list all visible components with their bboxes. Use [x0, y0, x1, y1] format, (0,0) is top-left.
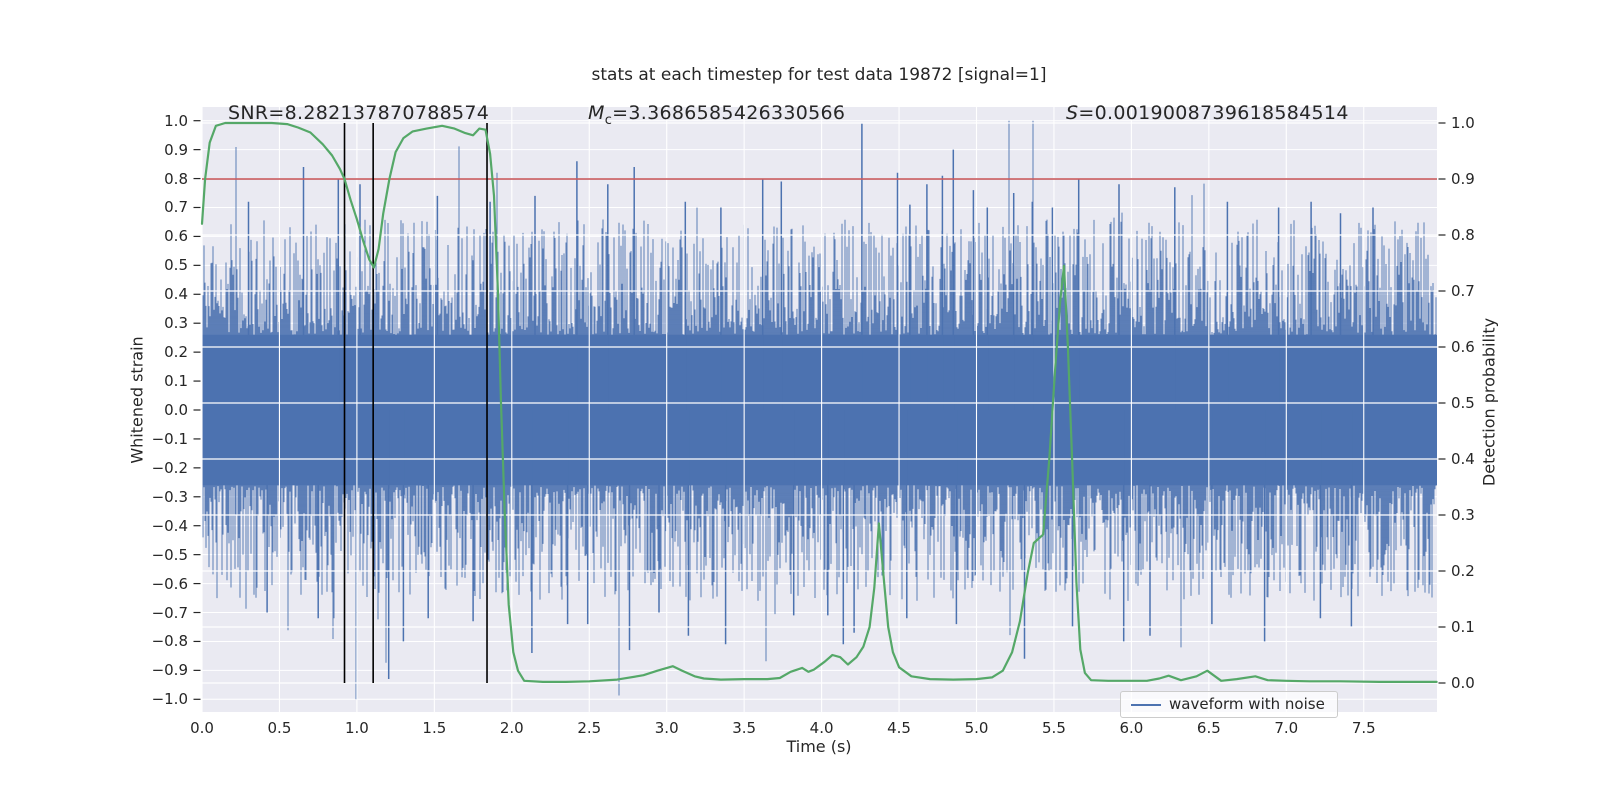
y-tick-label-left: 0.8: [164, 169, 188, 188]
y-tick-label-left: 0.2: [164, 343, 188, 362]
y-tick-label-right: 0.8: [1451, 226, 1475, 244]
x-tick-label: 5.5: [1042, 719, 1066, 737]
x-tick-label: 0.0: [190, 719, 214, 737]
y-tick-label-right: 0.0: [1451, 674, 1475, 692]
x-tick-label: 2.5: [577, 719, 602, 737]
x-tick-label: 7.0: [1274, 719, 1299, 737]
y-tick-label-right: 0.9: [1451, 170, 1475, 188]
x-tick-label: 5.0: [964, 719, 989, 737]
x-tick-label: 0.5: [267, 719, 292, 737]
y-tick-label-right: 0.5: [1451, 394, 1475, 412]
y-axis-label-right: Detection probability: [1479, 317, 1499, 487]
chart-title: stats at each timestep for test data 198…: [591, 65, 1047, 85]
legend-label: waveform with noise: [1169, 694, 1325, 713]
chirp-mass-annotation: Mc=3.3686585426330566: [588, 102, 846, 128]
y-tick-label-left: −0.5: [151, 545, 188, 564]
y-tick-label-right: 0.7: [1451, 282, 1475, 300]
y-tick-label-left: −1.0: [151, 690, 188, 709]
detection-probability-series: [200, 121, 1438, 684]
x-axis-label: Time (s): [786, 737, 852, 756]
y-tick-label-left: −0.8: [151, 632, 188, 651]
x-tick-label: 3.5: [732, 719, 757, 737]
x-tick-label: 7.5: [1351, 719, 1376, 737]
y-tick-label-left: 0.0: [164, 401, 188, 419]
y-tick-label-right: 0.3: [1451, 506, 1475, 524]
y-tick-label-right: 0.4: [1451, 450, 1475, 468]
x-tick-label: 1.0: [344, 719, 369, 737]
y-tick-label-left: 0.5: [164, 256, 188, 275]
y-tick-label-left: −0.9: [151, 661, 188, 680]
y-tick-label-left: −0.3: [151, 487, 188, 506]
y-tick-label-left: −0.6: [151, 574, 188, 593]
y-tick-label-left: 0.6: [164, 227, 188, 246]
legend-line-sample-waveform: [1131, 703, 1161, 706]
x-tick-label: 6.5: [1196, 719, 1221, 737]
x-tick-label: 3.0: [654, 719, 679, 737]
x-tick-label: 4.0: [809, 719, 834, 737]
snr-annotation: SNR=8.282137870788574: [228, 102, 490, 124]
x-tick-label: 2.0: [499, 719, 524, 737]
waveform-spikes: [247, 123, 1374, 679]
x-tick-label: 6.0: [1119, 719, 1144, 737]
y-tick-label-left: 1.0: [164, 111, 188, 130]
y-tick-label-left: 0.3: [164, 314, 188, 333]
y-tick-label-left: −0.1: [151, 429, 188, 448]
score-annotation: S=0.0019008739618584514: [1066, 102, 1349, 124]
y-tick-label-left: 0.1: [164, 372, 188, 391]
y-tick-label-left: −0.4: [151, 516, 188, 535]
y-tick-label-left: −0.2: [151, 458, 188, 477]
y-tick-label-left: 0.4: [164, 285, 188, 304]
x-tick-label: 1.5: [422, 719, 447, 737]
x-tick-label: 4.5: [887, 719, 911, 737]
legend: waveform with noise: [1120, 691, 1338, 718]
y-tick-label-right: 0.1: [1451, 618, 1475, 636]
y-tick-label-left: −0.7: [151, 603, 188, 622]
y-tick-label-right: 0.6: [1451, 338, 1475, 356]
y-tick-label-right: 0.2: [1451, 562, 1475, 580]
y-tick-label-left: 0.7: [164, 198, 188, 217]
y-tick-label-right: 1.0: [1451, 114, 1475, 132]
y-tick-label-left: 0.9: [164, 140, 188, 159]
